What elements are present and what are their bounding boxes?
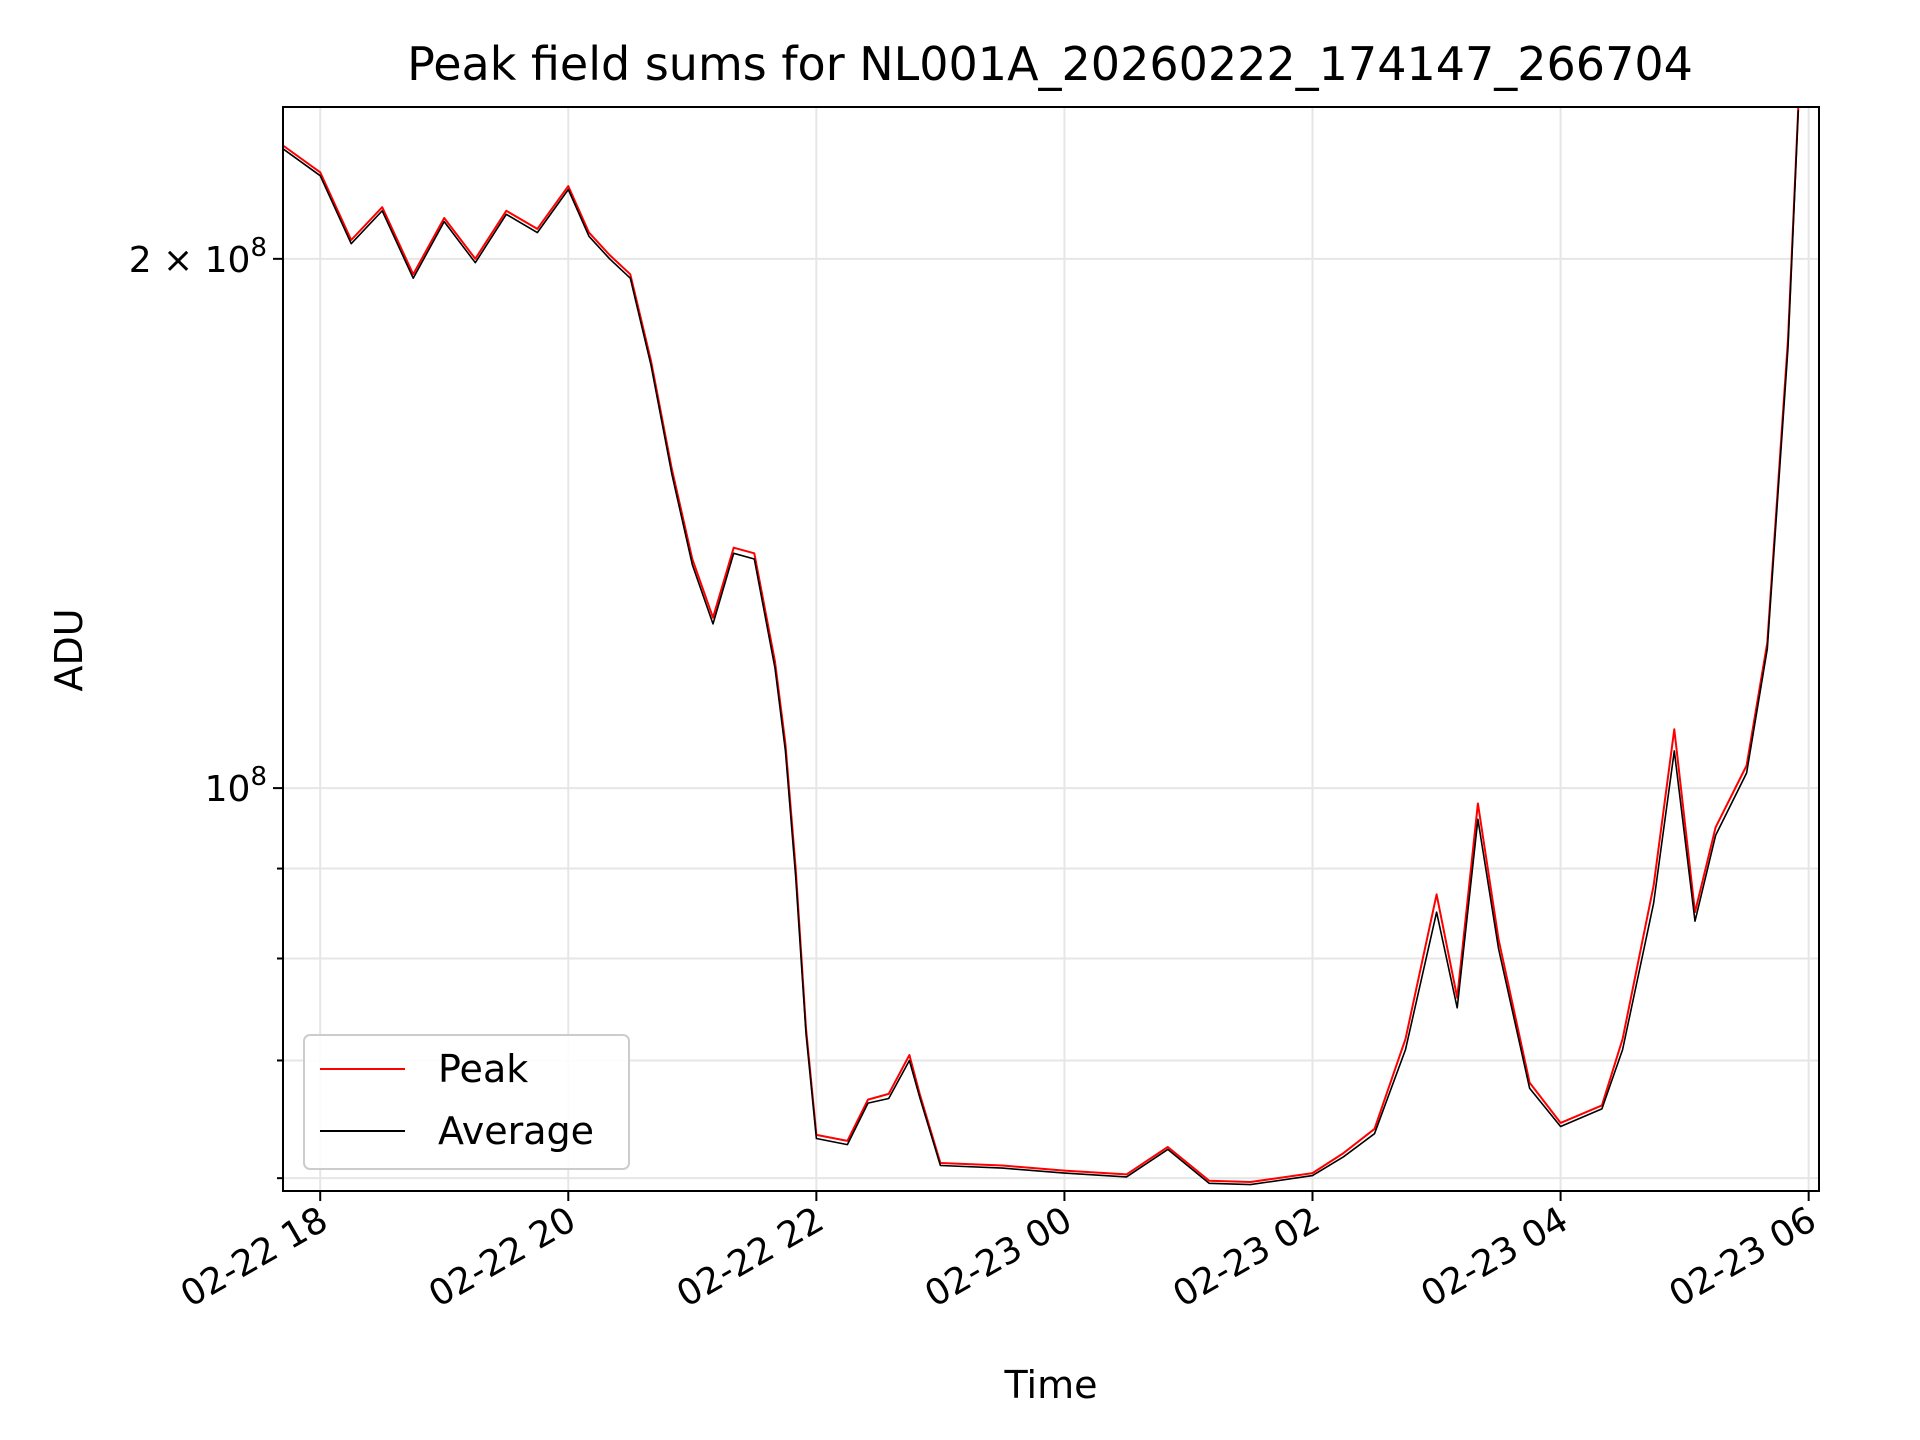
y-axis-label: ADU (47, 608, 91, 691)
y-tick-label-base: 10 (205, 769, 251, 810)
x-tick-label: 02-23 00 (918, 1199, 1079, 1315)
legend: Peak Average (303, 1034, 630, 1170)
legend-average-label: Average (438, 1109, 594, 1153)
x-tick-label: 02-22 18 (174, 1199, 335, 1315)
x-tick-label: 02-23 04 (1414, 1199, 1575, 1315)
x-tick-label: 02-23 06 (1662, 1199, 1823, 1315)
plot-frame (282, 106, 1820, 1192)
chart-title: Peak field sums for NL001A_20260222_1741… (407, 37, 1693, 91)
x-axis-label: Time (1004, 1363, 1098, 1407)
y-tick-label: 108 (205, 762, 267, 810)
y-tick-label-base: 2 × 10 (129, 240, 251, 281)
series-layer (282, 106, 1800, 1186)
x-tick-label: 02-23 02 (1166, 1199, 1327, 1315)
legend-peak-label: Peak (438, 1047, 528, 1091)
y-tick-label-exponent: 8 (250, 233, 267, 263)
series-line-peak (282, 106, 1800, 1183)
x-tick-label: 02-22 22 (670, 1199, 831, 1315)
grid (283, 107, 1819, 1191)
y-tick-label-exponent: 8 (250, 762, 267, 792)
x-tick-label: 02-22 20 (422, 1199, 583, 1315)
y-tick-label: 2 × 108 (129, 233, 267, 281)
x-axis: 02-22 18 02-22 20 02-22 22 02-23 00 02-23 02… (174, 1191, 1823, 1316)
series-line-average (282, 110, 1800, 1186)
